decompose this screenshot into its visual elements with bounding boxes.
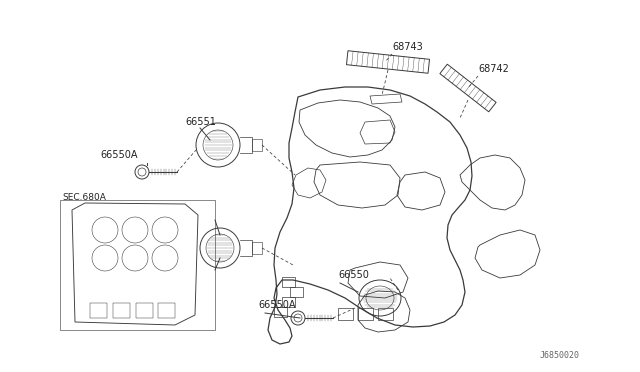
Text: 68743: 68743 xyxy=(392,42,423,52)
Text: J6850020: J6850020 xyxy=(540,351,580,360)
Text: 68742: 68742 xyxy=(478,64,509,74)
Bar xyxy=(113,303,130,318)
Text: 66550A: 66550A xyxy=(258,300,296,310)
Bar xyxy=(60,200,215,330)
Bar xyxy=(252,139,262,151)
Text: 66551: 66551 xyxy=(185,117,216,127)
Bar xyxy=(90,303,107,318)
Text: 66550: 66550 xyxy=(338,270,369,280)
Text: SEC.680A: SEC.680A xyxy=(62,193,106,202)
Bar xyxy=(158,303,175,318)
Bar xyxy=(136,303,153,318)
Bar xyxy=(252,242,262,254)
Text: 66550A: 66550A xyxy=(100,150,138,160)
